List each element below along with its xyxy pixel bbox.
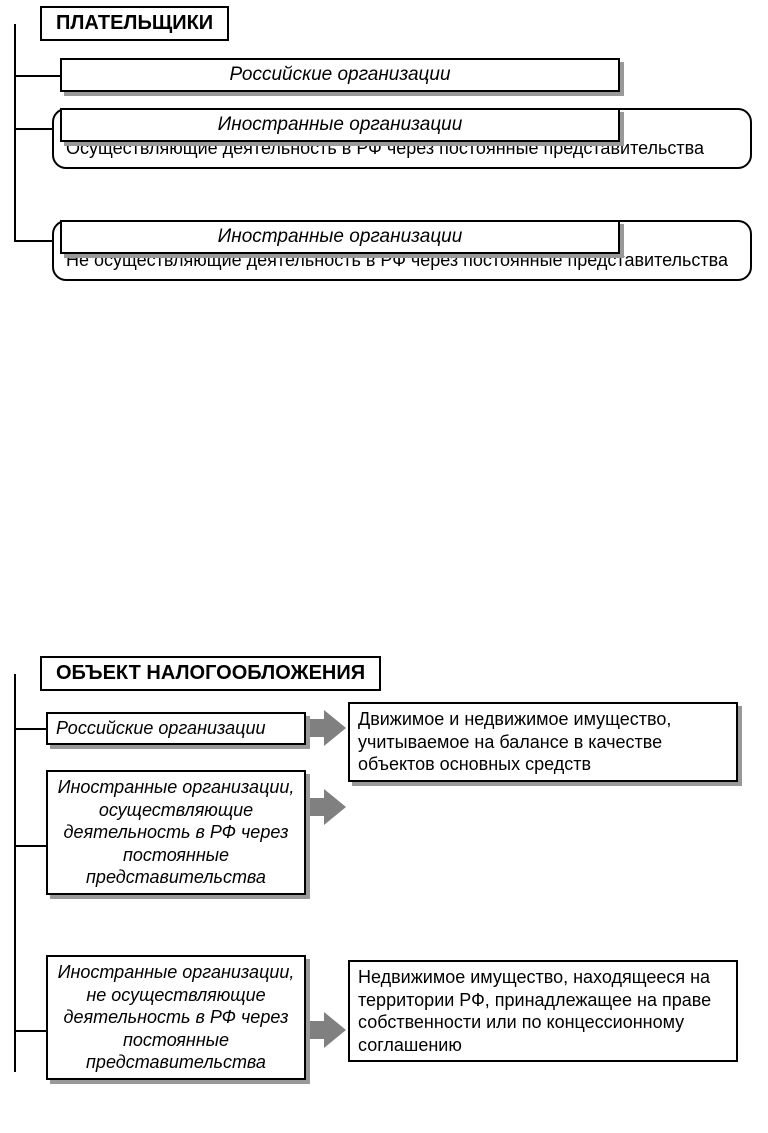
- s2-conn1: [14, 728, 46, 730]
- s2-right2: Недвижимое имущество, находящееся на тер…: [348, 960, 738, 1062]
- s2-arrow1-head: [324, 710, 346, 746]
- section2-title: ОБЪЕКТ НАЛОГООБЛОЖЕНИЯ: [40, 656, 381, 691]
- s1-conn1: [14, 75, 60, 77]
- s2-left1: Российские организации: [46, 712, 306, 745]
- section1-title: ПЛАТЕЛЬЩИКИ: [40, 6, 229, 41]
- s2-arrow1-tail: [310, 719, 324, 737]
- s1-vline: [14, 24, 16, 240]
- section-payers: ПЛАТЕЛЬЩИКИ Российские организации Осуще…: [0, 0, 768, 320]
- s2-conn2: [14, 845, 46, 847]
- s2-left3: Иностранные организации, не осуществляющ…: [46, 955, 306, 1080]
- s2-right1: Движимое и недвижимое имущество, учитыва…: [348, 702, 738, 782]
- s2-left2: Иностранные организации, осуществляющие …: [46, 770, 306, 895]
- s1-item2-header: Иностранные организации: [60, 108, 620, 142]
- s2-arrow3-tail: [310, 1021, 324, 1039]
- s2-arrow2-head: [324, 789, 346, 825]
- s2-vline: [14, 674, 16, 1072]
- s1-item1: Российские организации: [60, 58, 620, 92]
- s2-arrow3-head: [324, 1012, 346, 1048]
- section-object: ОБЪЕКТ НАЛОГООБЛОЖЕНИЯ Российские органи…: [0, 650, 768, 1133]
- s2-arrow2-tail: [310, 798, 324, 816]
- s2-conn3: [14, 1030, 46, 1032]
- s1-item3-header: Иностранные организации: [60, 220, 620, 254]
